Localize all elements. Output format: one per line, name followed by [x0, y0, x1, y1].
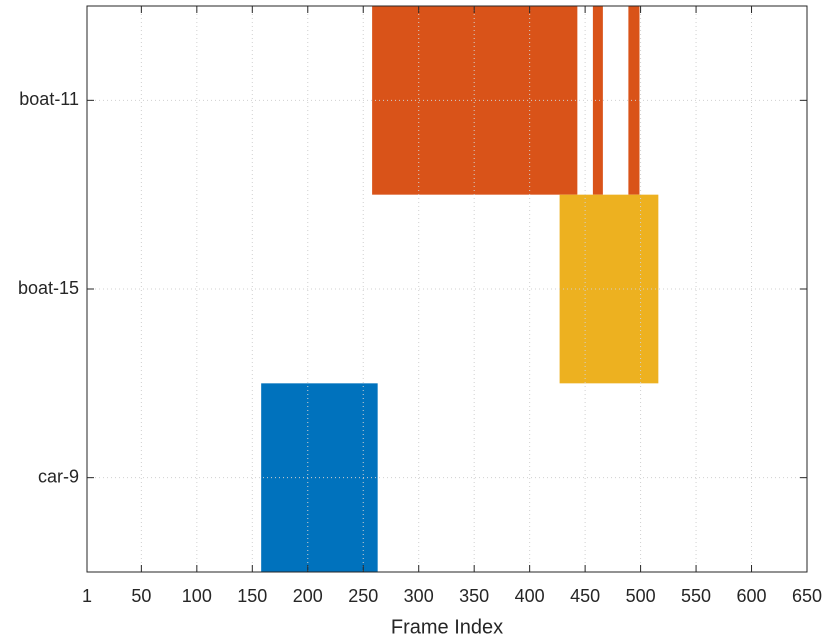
y-tick-label: car-9 [38, 466, 79, 486]
x-tick-label: 550 [681, 586, 711, 606]
x-tick-label: 150 [237, 586, 267, 606]
x-tick-label: 400 [515, 586, 545, 606]
x-tick-label: 250 [348, 586, 378, 606]
interval-bar [592, 6, 603, 195]
y-tick-label: boat-15 [18, 278, 79, 298]
interval-bar [559, 194, 659, 384]
x-tick-label: 350 [459, 586, 489, 606]
x-tick-label: 1 [82, 586, 92, 606]
x-tick-label: 50 [131, 586, 151, 606]
interval-bar [372, 6, 578, 195]
x-tick-label: 300 [404, 586, 434, 606]
interval-bar [628, 6, 640, 195]
x-axis-label: Frame Index [391, 616, 503, 638]
x-tick-label: 450 [570, 586, 600, 606]
x-tick-label: 600 [737, 586, 767, 606]
x-tick-label: 500 [626, 586, 656, 606]
x-tick-label: 200 [293, 586, 323, 606]
y-tick-label: boat-11 [19, 89, 79, 109]
x-tick-label: 100 [182, 586, 212, 606]
x-tick-label: 650 [792, 586, 822, 606]
axes-box [86, 5, 808, 573]
